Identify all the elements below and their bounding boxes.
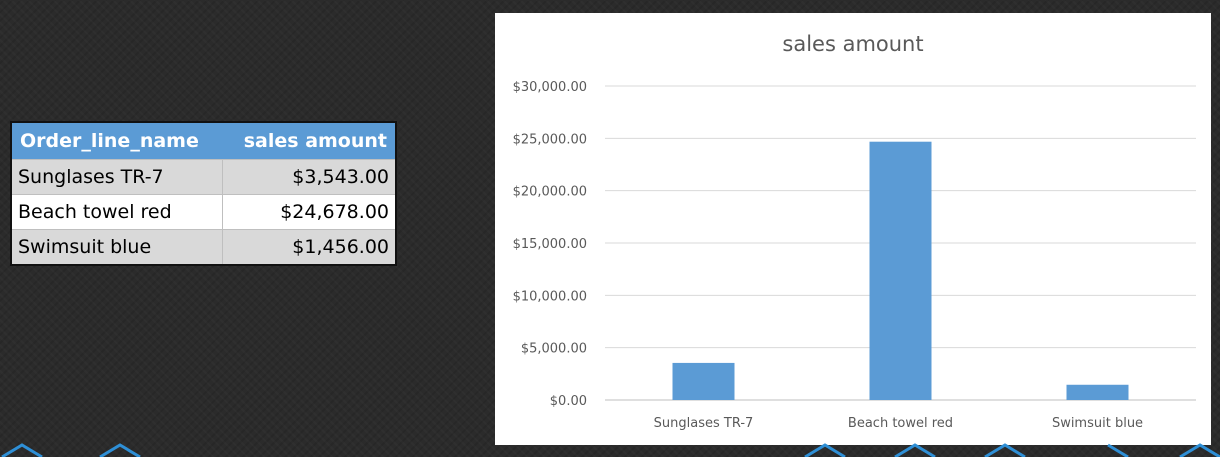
chart-canvas: sales amount $0.00 $5,000.00 $10,000.00 $15,… [513,32,1196,431]
x-tick-label: Beach towel red [848,416,953,431]
y-tick-label: $0.00 [550,394,587,409]
cell-name[interactable]: Sunglases TR-7 [11,159,223,195]
chevron-decoration [1179,443,1220,457]
y-tick-label: $10,000.00 [513,289,587,304]
cell-name[interactable]: Beach towel red [11,194,223,230]
table-row: Beach towel red $24,678.00 [11,194,396,230]
chevron-decoration [1107,443,1129,457]
y-tick-label: $5,000.00 [521,342,587,357]
cell-amount[interactable]: $3,543.00 [222,159,396,195]
y-tick-label: $15,000.00 [513,237,587,252]
y-tick-label: $30,000.00 [513,80,587,95]
bar [672,362,735,400]
y-tick-label: $20,000.00 [513,185,587,200]
chevron-decoration [804,443,846,457]
chevron-decoration [984,443,1026,457]
bar [1066,384,1129,400]
chevron-decoration [894,443,936,457]
header-order-line-name[interactable]: Order_line_name [11,122,223,160]
chevron-decoration [99,443,141,457]
table-row: Swimsuit blue $1,456.00 [11,229,396,265]
header-sales-amount[interactable]: sales amount [222,122,396,160]
cell-name[interactable]: Swimsuit blue [11,229,223,265]
bar [869,141,932,400]
chart-title: sales amount [782,32,923,56]
x-tick-label: Sunglases TR-7 [654,416,754,431]
y-tick-label: $25,000.00 [513,132,587,147]
chevron-decoration [1,443,43,457]
table-header-row: Order_line_name sales amount [11,122,396,160]
x-tick-label: Swimsuit blue [1052,416,1143,431]
sales-table: Order_line_name sales amount Sunglases T… [10,121,397,266]
decorative-chevrons [1,443,1220,457]
cell-amount[interactable]: $24,678.00 [222,194,396,230]
table-row: Sunglases TR-7 $3,543.00 [11,159,396,195]
cell-amount[interactable]: $1,456.00 [222,229,396,265]
bar-chart[interactable]: sales amount $0.00 $5,000.00 $10,000.00 $15,… [495,13,1211,445]
